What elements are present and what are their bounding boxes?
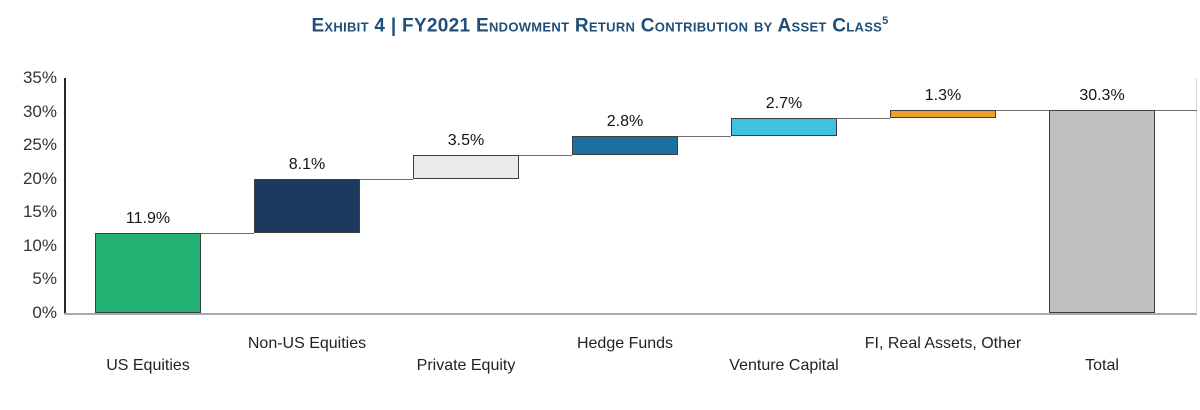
x-axis-line [64, 313, 1197, 315]
chart-title-text: Exhibit 4 | FY2021 Endowment Return Cont… [311, 15, 883, 37]
category-label-venture-capital: Venture Capital [729, 357, 839, 374]
category-label-hedge-funds: Hedge Funds [576, 335, 674, 352]
value-label-us-equities: 11.9% [125, 210, 171, 228]
bar-fi-real-assets-other [890, 109, 996, 119]
category-label-us-equities: US Equities [106, 357, 190, 374]
plot-right-border [1196, 78, 1197, 314]
bar-non-us-equities [254, 178, 360, 234]
category-label-fi-real-assets-other: FI, Real Assets, Other [864, 335, 1022, 352]
bar-venture-capital [731, 118, 837, 137]
value-label-hedge-funds: 2.8% [606, 113, 644, 131]
category-label-total: Total [1085, 357, 1119, 374]
y-axis-tick-label: 5% [32, 269, 57, 289]
bar-private-equity [413, 155, 519, 179]
connector-line [201, 233, 254, 235]
value-label-private-equity: 3.5% [447, 132, 485, 150]
y-axis-tick-label: 30% [22, 101, 57, 121]
value-label-venture-capital: 2.7% [765, 95, 803, 113]
y-axis-tick-label: 20% [22, 168, 57, 188]
y-axis-tick-label: 10% [22, 235, 57, 255]
value-label-total: 30.3% [1079, 86, 1125, 104]
connector-line [360, 178, 413, 180]
connector-line [837, 118, 890, 120]
chart-title: Exhibit 4 | FY2021 Endowment Return Cont… [0, 15, 1200, 37]
connector-line [678, 136, 731, 138]
y-axis-tick-label: 35% [22, 68, 57, 87]
y-axis-tick-label: 15% [22, 202, 57, 222]
category-label-non-us-equities: Non-US Equities [247, 335, 367, 352]
y-axis-tick-label: 0% [32, 303, 57, 322]
bar-hedge-funds [572, 136, 678, 156]
value-label-fi-real-assets-other: 1.3% [924, 86, 962, 104]
chart-title-footnote-marker: 5 [882, 15, 889, 27]
category-label-private-equity: Private Equity [416, 357, 516, 374]
bar-us-equities [95, 233, 201, 313]
value-label-non-us-equities: 8.1% [288, 155, 326, 173]
y-axis-tick-label: 25% [22, 135, 57, 155]
bar-total [1049, 109, 1155, 313]
connector-line [519, 155, 572, 157]
y-axis-line [64, 78, 66, 314]
